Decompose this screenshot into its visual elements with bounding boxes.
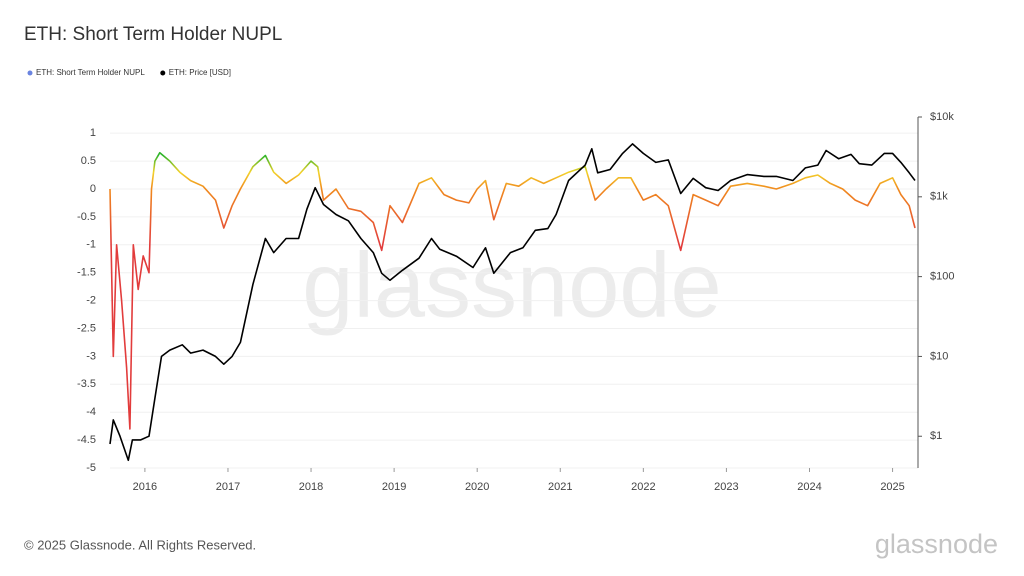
x-tick-label: 2021 xyxy=(548,481,572,493)
x-tick-label: 2019 xyxy=(382,481,406,493)
y-tick-label: -2.5 xyxy=(77,322,96,334)
y-tick-label: -4 xyxy=(86,406,96,418)
y2-tick-label: $1 xyxy=(930,430,942,442)
x-tick-label: 2022 xyxy=(631,481,655,493)
y-tick-label: -1 xyxy=(86,239,96,251)
y2-tick-label: $1k xyxy=(930,191,948,203)
y-tick-label: 0.5 xyxy=(81,155,96,167)
y2-tick-label: $10 xyxy=(930,350,948,362)
watermark: glassnode xyxy=(302,234,721,336)
legend-marker xyxy=(160,70,166,76)
y-tick-label: -4.5 xyxy=(77,434,96,446)
y-tick-label: -3.5 xyxy=(77,378,96,390)
y-tick-label: -0.5 xyxy=(77,211,96,223)
y-tick-label: -1.5 xyxy=(77,267,96,279)
y2-tick-label: $100 xyxy=(930,271,954,283)
y2-tick-label: $10k xyxy=(930,111,954,123)
copyright: © 2025 Glassnode. All Rights Reserved. xyxy=(24,537,256,552)
x-tick-label: 2024 xyxy=(797,481,821,493)
legend-label: ETH: Price [USD] xyxy=(169,68,231,77)
y-tick-label: 0 xyxy=(90,183,96,195)
x-tick-label: 2020 xyxy=(465,481,489,493)
x-tick-label: 2023 xyxy=(714,481,738,493)
logo: glassnode xyxy=(875,529,998,559)
y-tick-label: -3 xyxy=(86,350,96,362)
x-tick-label: 2018 xyxy=(299,481,323,493)
series-line xyxy=(109,151,916,430)
y-tick-label: 1 xyxy=(90,127,96,139)
x-tick-label: 2017 xyxy=(216,481,240,493)
x-tick-label: 2025 xyxy=(880,481,904,493)
legend-marker xyxy=(27,70,33,76)
x-tick-label: 2016 xyxy=(133,481,157,493)
y-tick-label: -5 xyxy=(86,462,96,474)
y-tick-label: -2 xyxy=(86,294,96,306)
chart-title: ETH: Short Term Holder NUPL xyxy=(24,24,282,45)
legend-label: ETH: Short Term Holder NUPL xyxy=(36,68,145,77)
series-line xyxy=(109,143,916,462)
